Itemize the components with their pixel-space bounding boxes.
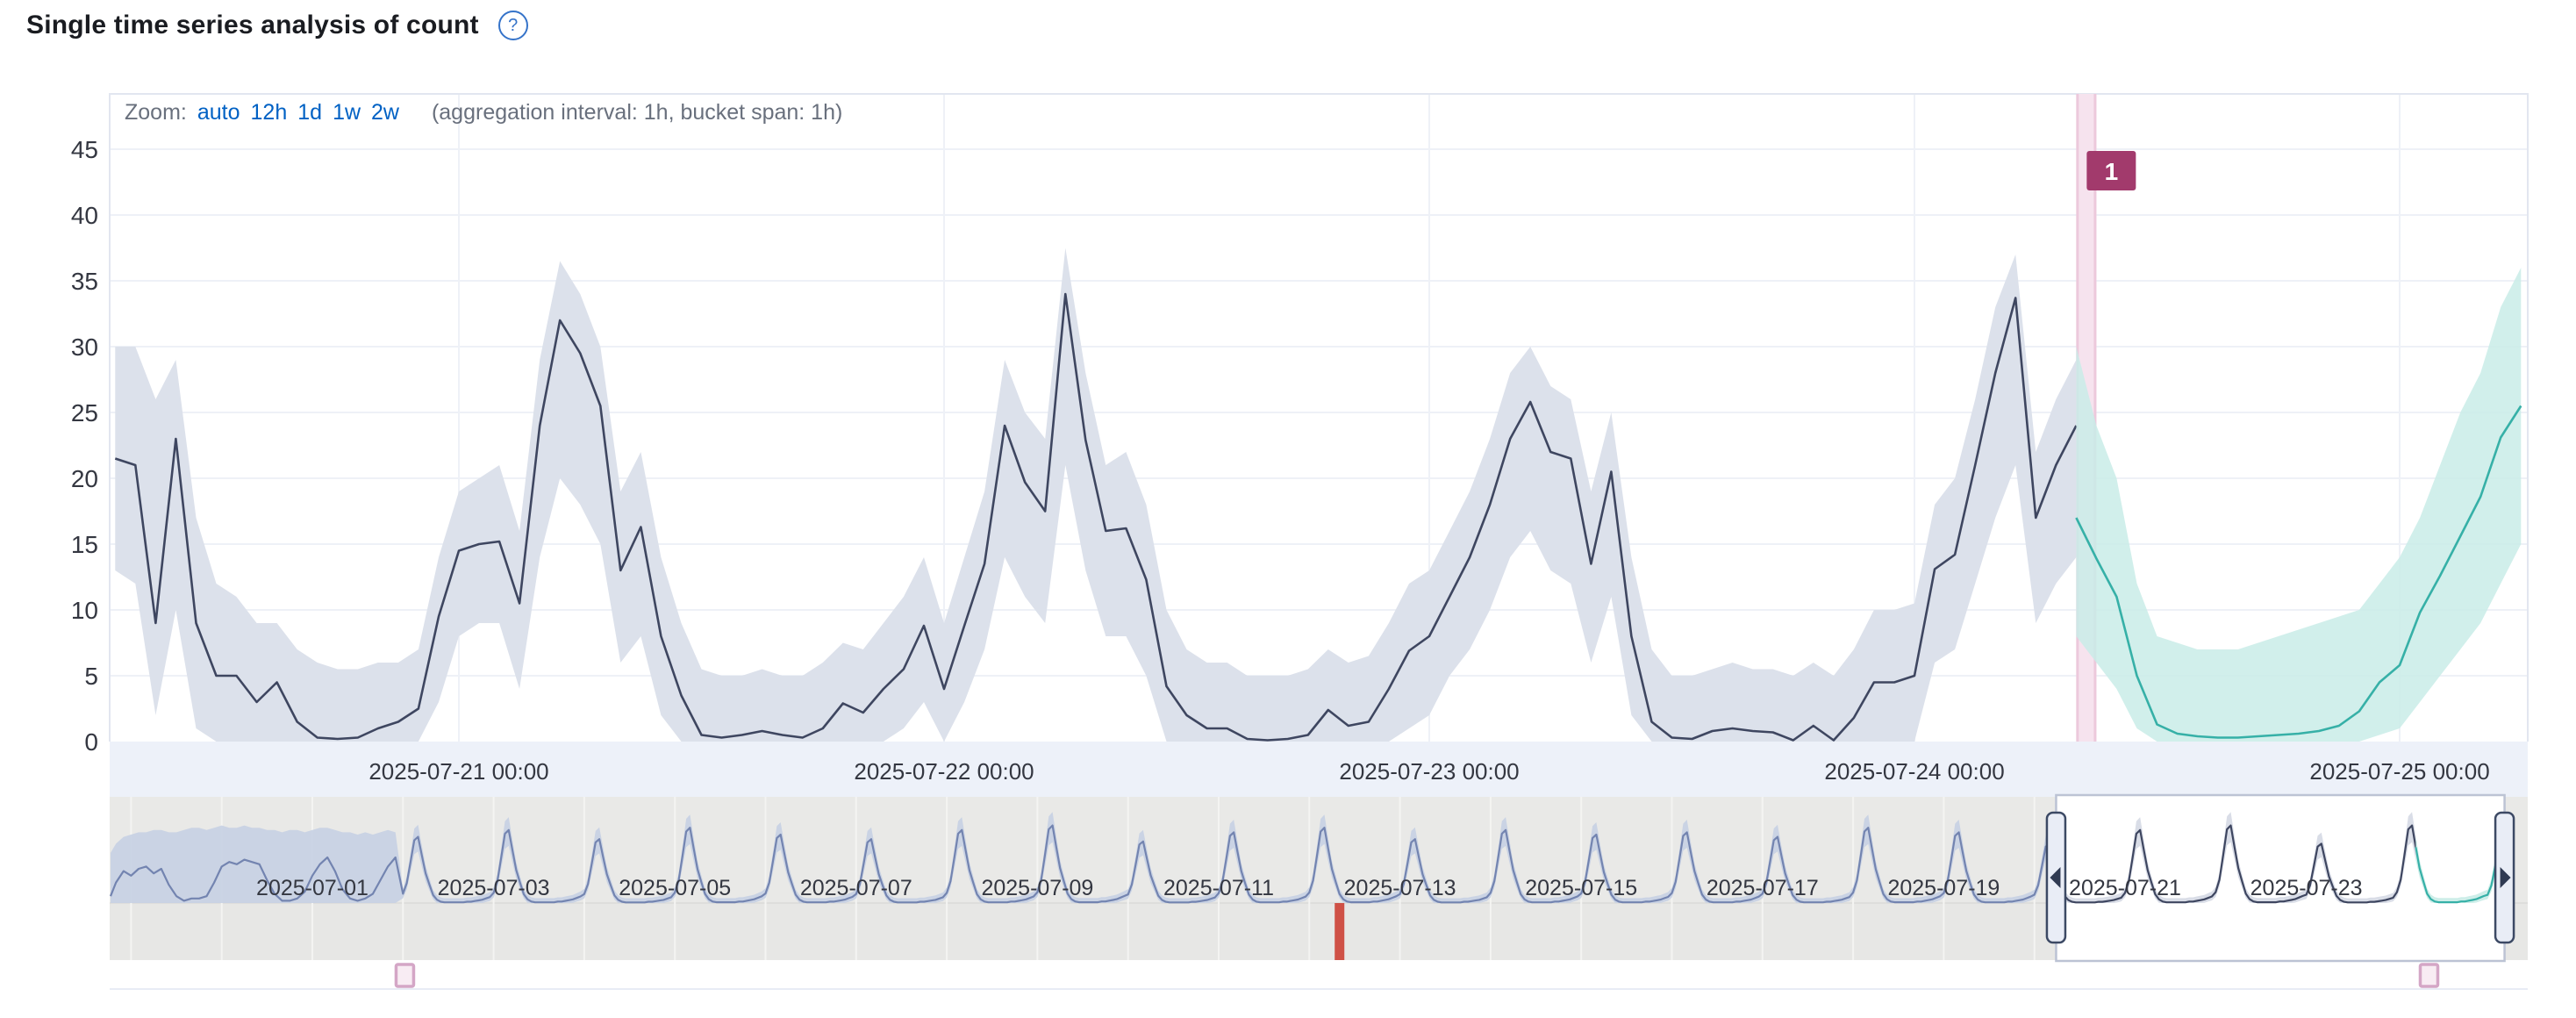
context-line bbox=[109, 824, 2058, 904]
y-axis-label: 45 bbox=[71, 136, 98, 163]
context-date-label: 2025-07-19 bbox=[1887, 876, 2000, 900]
brush-handle-arrow-right bbox=[2500, 867, 2511, 888]
context-date-label: 2025-07-11 bbox=[1163, 876, 1274, 900]
main-chart: 0 5 10 15 20 25 30 35 40 45 2025-07-21 00:00 2025-0… bbox=[71, 93, 2529, 797]
x-axis-label: 2025-07-24 00:00 bbox=[1824, 758, 2004, 785]
annotation-band-edge bbox=[2093, 94, 2097, 742]
zoom-option-1w[interactable]: 1w bbox=[333, 100, 361, 125]
actual-line bbox=[114, 292, 2078, 742]
forecast-line bbox=[2075, 405, 2522, 739]
x-axis-label: 2025-07-22 00:00 bbox=[854, 758, 1034, 785]
context-date-label: 2025-07-13 bbox=[1344, 876, 1456, 900]
page-header: Single time series analysis of count ? bbox=[26, 11, 528, 40]
annotation-marker[interactable] bbox=[2418, 963, 2440, 988]
x-axis-label: 2025-07-25 00:00 bbox=[2309, 758, 2489, 785]
context-chart: 2025-07-01 2025-07-03 2025-07-05 2025-07-07… bbox=[109, 793, 2528, 990]
annotation-badge-label: 1 bbox=[2105, 158, 2119, 185]
y-axis-label: 40 bbox=[71, 202, 98, 229]
help-icon[interactable]: ? bbox=[497, 11, 528, 40]
forecast-bounds-area bbox=[2076, 268, 2522, 742]
model-bounds-area bbox=[115, 247, 2077, 742]
zoom-option-2w[interactable]: 2w bbox=[371, 100, 399, 125]
context-date-label: 2025-07-23 bbox=[2250, 876, 2363, 900]
context-date-label: 2025-07-15 bbox=[1525, 876, 1637, 900]
y-axis-label: 15 bbox=[71, 531, 98, 558]
context-forecast-line bbox=[2415, 843, 2508, 904]
context-date-label: 2025-07-21 bbox=[2069, 876, 2181, 900]
anomaly-swimlane-marker[interactable] bbox=[1335, 903, 1345, 960]
x-axis-label: 2025-07-23 00:00 bbox=[1339, 758, 1519, 785]
context-date-label: 2025-07-17 bbox=[1707, 876, 1819, 900]
y-axis-label: 25 bbox=[71, 399, 98, 427]
zoom-label: Zoom: bbox=[125, 100, 187, 125]
plot-border bbox=[109, 93, 2529, 742]
brush-selection-background bbox=[2056, 795, 2505, 961]
zoom-option-12h[interactable]: 12h bbox=[250, 100, 288, 125]
context-date-label: 2025-07-07 bbox=[800, 876, 912, 900]
zoom-controls: Zoom: auto 12h 1d 1w 2w (aggregation interval… bbox=[125, 100, 842, 125]
context-date-label: 2025-07-01 bbox=[256, 876, 369, 900]
y-axis-label: 10 bbox=[71, 597, 98, 624]
selected-range-line bbox=[2056, 824, 2417, 904]
annotation-lane bbox=[110, 960, 2528, 989]
context-date-label: 2025-07-05 bbox=[619, 876, 731, 900]
y-axis-label: 20 bbox=[71, 465, 98, 492]
annotation-badge[interactable] bbox=[2086, 151, 2136, 190]
zoom-option-auto[interactable]: auto bbox=[197, 100, 240, 125]
context-date-label: 2025-07-03 bbox=[438, 876, 550, 900]
annotation-marker[interactable] bbox=[394, 963, 416, 988]
page-title: Single time series analysis of count bbox=[26, 11, 479, 39]
y-axis-label: 35 bbox=[71, 268, 98, 295]
zoom-option-1d[interactable]: 1d bbox=[297, 100, 323, 125]
x-axis-label: 2025-07-21 00:00 bbox=[369, 758, 548, 785]
y-axis-label: 30 bbox=[71, 333, 98, 361]
aggregation-note: (aggregation interval: 1h, bucket span: … bbox=[431, 100, 843, 125]
brush-handle-arrow-left bbox=[2050, 867, 2061, 888]
context-bounds-area bbox=[111, 812, 2057, 903]
context-date-label: 2025-07-09 bbox=[981, 876, 1093, 900]
y-axis-label: 5 bbox=[84, 663, 98, 690]
y-axis-label: 0 bbox=[84, 728, 98, 756]
x-axis-strip bbox=[110, 742, 2528, 797]
